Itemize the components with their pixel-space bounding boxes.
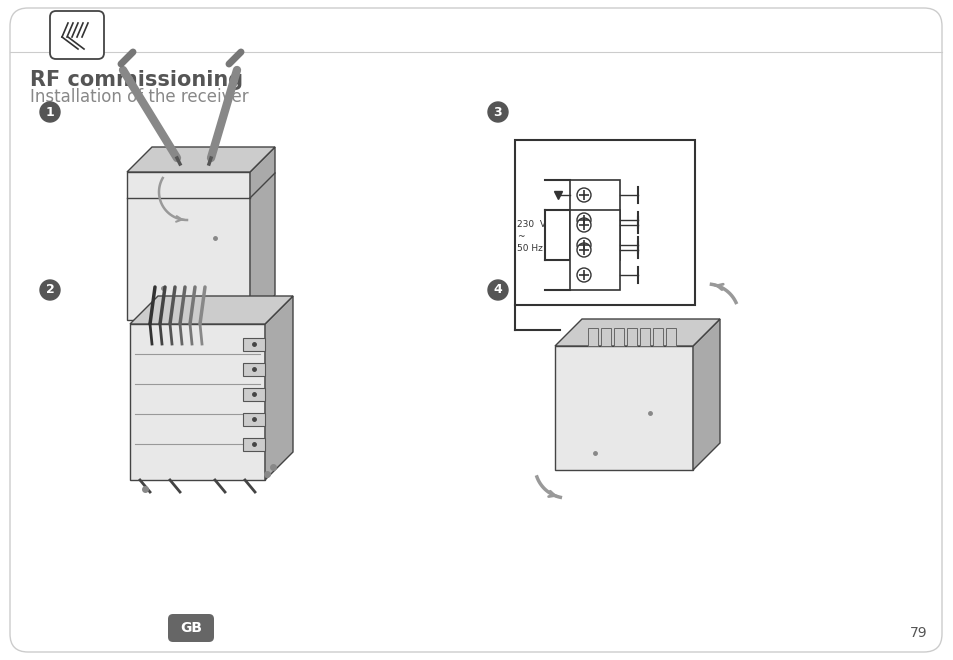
Circle shape [577, 268, 590, 282]
Polygon shape [250, 147, 274, 320]
Text: 3: 3 [493, 106, 502, 119]
Polygon shape [265, 296, 293, 480]
Polygon shape [555, 346, 692, 470]
Bar [243, 363, 265, 376]
Bar [665, 328, 676, 346]
Circle shape [488, 280, 507, 300]
Bar [243, 438, 265, 451]
Circle shape [40, 280, 60, 300]
Circle shape [577, 243, 590, 257]
Text: Installation of the receiver: Installation of the receiver [30, 88, 249, 106]
FancyBboxPatch shape [168, 614, 213, 642]
Text: 1: 1 [46, 106, 54, 119]
Text: 2: 2 [46, 284, 54, 296]
FancyBboxPatch shape [50, 11, 104, 59]
Text: 230  V: 230 V [517, 220, 545, 229]
Bar [569, 210, 619, 290]
Polygon shape [130, 324, 265, 480]
Circle shape [40, 102, 60, 122]
Text: ~: ~ [517, 232, 524, 241]
Text: 50 Hz: 50 Hz [517, 244, 542, 253]
Circle shape [577, 188, 590, 202]
Bar [243, 388, 265, 401]
Polygon shape [127, 147, 274, 172]
Text: 79: 79 [909, 626, 927, 640]
Bar [600, 328, 610, 346]
Circle shape [577, 213, 590, 227]
Polygon shape [692, 319, 720, 470]
Text: RF commissioning: RF commissioning [30, 70, 243, 90]
FancyBboxPatch shape [10, 8, 941, 652]
Bar [652, 328, 662, 346]
Polygon shape [130, 296, 293, 324]
Bar [243, 413, 265, 426]
Bar [515, 140, 695, 305]
Circle shape [488, 102, 507, 122]
Polygon shape [555, 319, 720, 346]
Bar [587, 328, 598, 346]
Circle shape [577, 238, 590, 252]
Circle shape [577, 218, 590, 232]
Text: GB: GB [180, 621, 202, 635]
Bar [639, 328, 649, 346]
Polygon shape [127, 172, 250, 320]
Bar [614, 328, 623, 346]
Bar [626, 328, 637, 346]
Text: 4: 4 [493, 284, 502, 296]
Bar [243, 338, 265, 351]
Bar [569, 180, 619, 260]
